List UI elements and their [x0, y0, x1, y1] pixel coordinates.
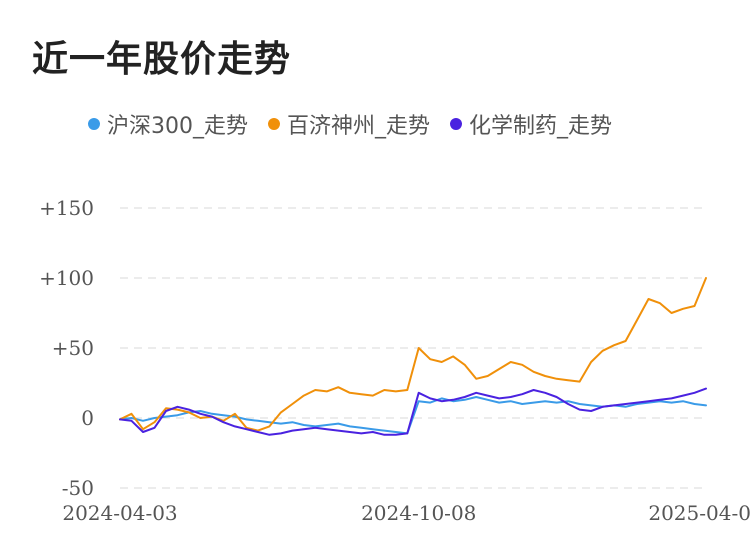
legend-item-beigene[interactable]: 百济神州_走势 [268, 108, 430, 140]
chart-legend: 沪深300_走势 百济神州_走势 化学制药_走势 [88, 108, 632, 140]
legend-dot-icon [268, 118, 280, 130]
x-axis-ticks: 2024-04-03 2024-10-08 2025-04-03 [62, 501, 750, 525]
series-line-2 [119, 387, 707, 436]
y-tick-label: +150 [39, 196, 94, 220]
grid-lines [120, 207, 706, 489]
x-tick-label: 2025-04-03 [648, 501, 750, 525]
series-line-1 [119, 277, 707, 432]
legend-dot-icon [88, 118, 100, 130]
legend-dot-icon [450, 118, 463, 130]
series-lines [119, 277, 707, 436]
y-tick-label: -50 [62, 476, 94, 500]
y-tick-label: +100 [39, 266, 94, 290]
chart-title: 近一年股价走势 [32, 39, 292, 80]
x-tick-label: 2024-04-03 [62, 501, 177, 525]
legend-item-chem-pharma[interactable]: 化学制药_走势 [450, 108, 612, 140]
legend-label: 百济神州_走势 [287, 114, 431, 139]
y-tick-label: +50 [52, 336, 94, 360]
x-tick-label: 2024-10-08 [361, 501, 476, 525]
legend-label: 化学制药_走势 [469, 114, 613, 139]
y-tick-label: 0 [81, 406, 94, 430]
y-axis-ticks: +150 +100 +50 0 -50 [39, 196, 94, 500]
legend-item-hs300[interactable]: 沪深300_走势 [88, 108, 248, 140]
legend-label: 沪深300_走势 [107, 114, 248, 139]
